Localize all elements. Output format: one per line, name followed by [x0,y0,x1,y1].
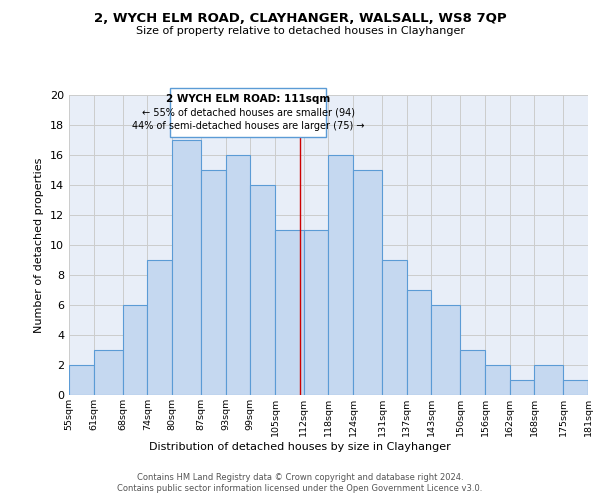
Bar [353,170,382,395]
Bar [407,290,431,395]
Text: Contains HM Land Registry data © Crown copyright and database right 2024.: Contains HM Land Registry data © Crown c… [137,472,463,482]
Bar [431,305,460,395]
Text: 2, WYCH ELM ROAD, CLAYHANGER, WALSALL, WS8 7QP: 2, WYCH ELM ROAD, CLAYHANGER, WALSALL, W… [94,12,506,26]
Bar [588,380,600,395]
Bar [382,260,407,395]
Text: 44% of semi-detached houses are larger (75) →: 44% of semi-detached houses are larger (… [132,122,364,132]
Bar [275,230,304,395]
Bar [485,365,510,395]
Bar [201,170,226,395]
Bar [460,350,485,395]
Text: Size of property relative to detached houses in Clayhanger: Size of property relative to detached ho… [136,26,464,36]
Bar [563,380,588,395]
Bar [304,230,329,395]
Bar [535,365,563,395]
Bar [250,185,275,395]
FancyBboxPatch shape [170,88,326,137]
Text: 2 WYCH ELM ROAD: 111sqm: 2 WYCH ELM ROAD: 111sqm [166,94,331,104]
Text: ← 55% of detached houses are smaller (94): ← 55% of detached houses are smaller (94… [142,108,355,118]
Bar [329,155,353,395]
Bar [226,155,250,395]
Bar [94,350,122,395]
Bar [69,365,94,395]
Bar [172,140,201,395]
Y-axis label: Number of detached properties: Number of detached properties [34,158,44,332]
Bar [510,380,535,395]
Bar [147,260,172,395]
Bar [122,305,147,395]
Text: Distribution of detached houses by size in Clayhanger: Distribution of detached houses by size … [149,442,451,452]
Text: Contains public sector information licensed under the Open Government Licence v3: Contains public sector information licen… [118,484,482,493]
